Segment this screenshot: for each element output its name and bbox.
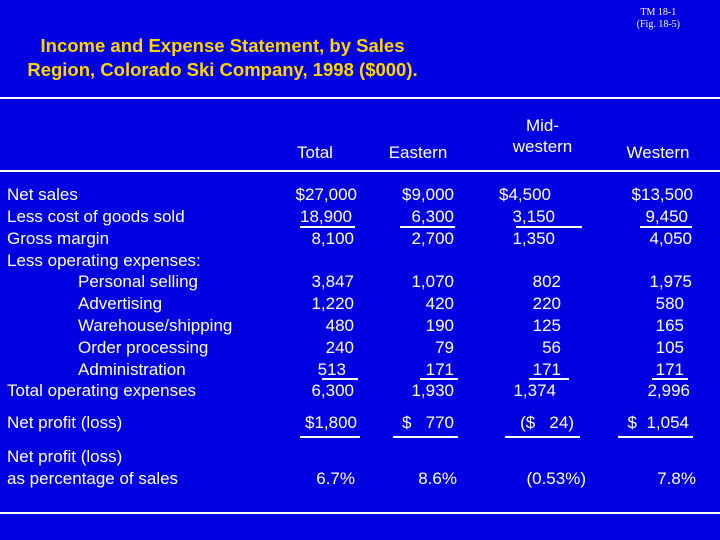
- bottom-divider: [0, 512, 720, 514]
- label-opex-header: Less operating expenses:: [7, 251, 201, 270]
- eastern-netprofit-underline: [393, 436, 458, 438]
- western-pct: 7.8%: [657, 469, 696, 488]
- western-advertising: 580: [655, 294, 684, 313]
- eastern-total-opex: 1,930: [411, 381, 454, 400]
- midwestern-net-sales: $4,500: [499, 185, 551, 204]
- header-midwestern: Mid- western: [495, 115, 590, 157]
- label-total-opex: Total operating expenses: [7, 381, 197, 400]
- midwestern-warehouse: 125: [532, 316, 561, 335]
- western-order-processing: 105: [655, 338, 684, 357]
- header-western: Western: [626, 143, 690, 162]
- total-gross-margin: 8,100: [311, 229, 354, 248]
- western-cogs-underline: [640, 226, 692, 228]
- total-netprofit-underline: [300, 436, 360, 438]
- figure-reference: TM 18-1 (Fig. 18-5): [637, 7, 680, 31]
- midwestern-total-opex: 1,374: [513, 381, 556, 400]
- header-eastern: Eastern: [388, 143, 448, 162]
- midwestern-netprofit-underline: [505, 436, 580, 438]
- western-total-opex: 2,996: [647, 381, 690, 400]
- total-advertising: 1,220: [311, 294, 354, 313]
- label-order-processing: Order processing: [78, 338, 209, 357]
- total-pct: 6.7%: [316, 469, 355, 488]
- label-advertising: Advertising: [78, 294, 163, 313]
- total-cogs-underline: [300, 226, 355, 228]
- eastern-net-profit: $ 770: [402, 413, 454, 432]
- label-warehouse: Warehouse/shipping: [78, 316, 233, 335]
- midwestern-cogs-underline: [516, 226, 582, 228]
- label-cogs: Less cost of goods sold: [7, 207, 185, 226]
- western-gross-margin: 4,050: [649, 229, 692, 248]
- western-warehouse: 165: [655, 316, 684, 335]
- midwestern-order-processing: 56: [542, 338, 561, 357]
- total-administration: 513: [317, 360, 346, 379]
- eastern-warehouse: 190: [425, 316, 454, 335]
- western-net-sales: $13,500: [631, 185, 693, 204]
- western-netprofit-underline: [618, 436, 693, 438]
- eastern-order-processing: 79: [435, 338, 454, 357]
- label-net-sales: Net sales: [7, 185, 78, 204]
- eastern-advertising: 420: [425, 294, 454, 313]
- total-admin-underline: [322, 378, 358, 380]
- western-administration: 171: [655, 360, 684, 379]
- total-warehouse: 480: [325, 316, 354, 335]
- fig-label: (Fig. 18-5): [636, 19, 680, 30]
- midwestern-admin-underline: [529, 378, 569, 380]
- statement-title: Income and Expense Statement, by Sales R…: [0, 34, 445, 82]
- midwestern-personal-selling: 802: [532, 272, 561, 291]
- midwestern-administration: 171: [532, 360, 561, 379]
- midwestern-net-profit: ($ 24): [520, 413, 574, 432]
- label-net-profit: Net profit (loss): [7, 413, 123, 432]
- label-pct-line-1: Net profit (loss): [7, 447, 123, 466]
- eastern-pct: 8.6%: [418, 469, 457, 488]
- western-net-profit: $ 1,054: [627, 413, 689, 432]
- header-midwestern-line-1: Mid-: [525, 116, 560, 135]
- header-midwestern-line-2: western: [512, 137, 573, 156]
- title-line-1: Income and Expense Statement, by Sales: [40, 35, 405, 56]
- tm-label: TM 18-1: [640, 7, 677, 18]
- western-admin-underline: [652, 378, 688, 380]
- midwestern-gross-margin: 1,350: [512, 229, 555, 248]
- total-personal-selling: 3,847: [311, 272, 354, 291]
- label-gross-margin: Gross margin: [7, 229, 110, 248]
- total-total-opex: 6,300: [311, 381, 354, 400]
- total-net-sales: $27,000: [295, 185, 357, 204]
- midwestern-pct: (0.53%): [526, 469, 586, 488]
- total-net-profit: $1,800: [305, 413, 357, 432]
- western-cogs: 9,450: [645, 207, 688, 226]
- top-divider: [0, 97, 720, 99]
- total-order-processing: 240: [325, 338, 354, 357]
- label-administration: Administration: [78, 360, 186, 379]
- eastern-administration: 171: [425, 360, 454, 379]
- eastern-net-sales: $9,000: [402, 185, 454, 204]
- midwestern-advertising: 220: [532, 294, 561, 313]
- eastern-cogs-underline: [400, 226, 455, 228]
- western-personal-selling: 1,975: [649, 272, 692, 291]
- eastern-cogs: 6,300: [411, 207, 454, 226]
- eastern-personal-selling: 1,070: [411, 272, 454, 291]
- eastern-admin-underline: [420, 378, 458, 380]
- title-line-2: Region, Colorado Ski Company, 1998 ($000…: [27, 59, 418, 80]
- label-pct-line-2: as percentage of sales: [7, 469, 179, 488]
- eastern-gross-margin: 2,700: [411, 229, 454, 248]
- label-personal-selling: Personal selling: [78, 272, 199, 291]
- midwestern-cogs: 3,150: [512, 207, 555, 226]
- total-cogs: 18,900: [300, 207, 352, 226]
- header-total: Total: [297, 143, 333, 162]
- header-divider: [0, 170, 720, 172]
